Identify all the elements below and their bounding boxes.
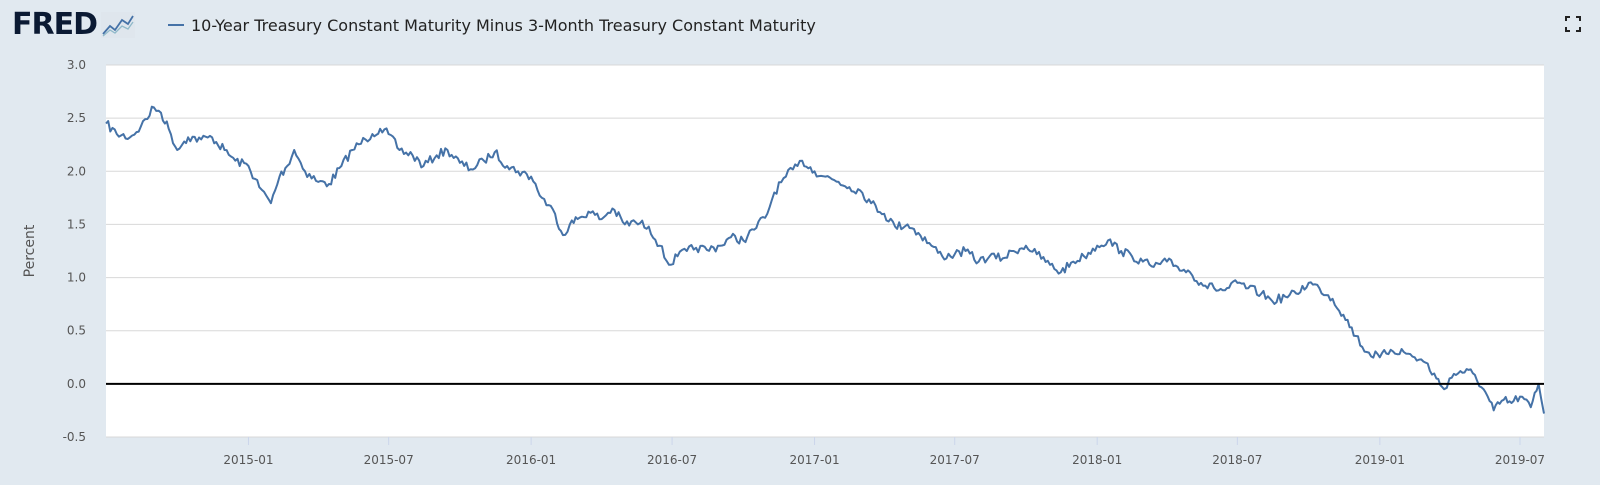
y-tick-label: 0.5 bbox=[67, 324, 86, 338]
x-tick-label: 2019-01 bbox=[1355, 453, 1405, 467]
y-tick-label: -0.5 bbox=[63, 430, 86, 444]
legend-label: 10-Year Treasury Constant Maturity Minus… bbox=[191, 15, 816, 35]
plot-area bbox=[106, 65, 1544, 437]
graph-icon bbox=[101, 12, 135, 38]
y-tick-label: 1.5 bbox=[67, 217, 86, 231]
x-tick-label: 2016-01 bbox=[506, 453, 556, 467]
x-tick-label: 2015-07 bbox=[364, 453, 414, 467]
x-tick-label: 2018-07 bbox=[1212, 453, 1262, 467]
y-axis-label: Percent bbox=[22, 224, 38, 277]
x-tick-label: 2019-07 bbox=[1495, 453, 1545, 467]
legend[interactable]: 10-Year Treasury Constant Maturity Minus… bbox=[168, 14, 816, 36]
y-tick-label: 3.0 bbox=[67, 58, 86, 72]
y-tick-label: 2.5 bbox=[67, 111, 86, 125]
x-tick-label: 2015-01 bbox=[223, 453, 273, 467]
x-axis-ticks: 2015-01 2015-07 2016-01 2016-07 2017-01 2017-… bbox=[223, 437, 1545, 467]
y-axis-ticks: -0.5 0.0 0.5 1.0 1.5 2.0 2.5 3.0 bbox=[63, 58, 86, 444]
x-tick-label: 2018-01 bbox=[1072, 453, 1122, 467]
y-tick-label: 2.0 bbox=[67, 164, 86, 178]
x-tick-label: 2017-07 bbox=[930, 453, 980, 467]
chart-header: FRED 10-Year Treasury Constant Maturity … bbox=[0, 0, 1600, 55]
y-tick-label: 1.0 bbox=[67, 271, 86, 285]
series-line bbox=[105, 105, 1545, 414]
legend-swatch bbox=[168, 24, 184, 26]
logo-text: FRED bbox=[12, 7, 98, 42]
y-tick-label: 0.0 bbox=[67, 377, 86, 391]
fred-logo[interactable]: FRED bbox=[12, 8, 135, 42]
x-tick-label: 2017-01 bbox=[789, 453, 839, 467]
fullscreen-icon[interactable] bbox=[1565, 16, 1581, 32]
x-tick-label: 2016-07 bbox=[647, 453, 697, 467]
